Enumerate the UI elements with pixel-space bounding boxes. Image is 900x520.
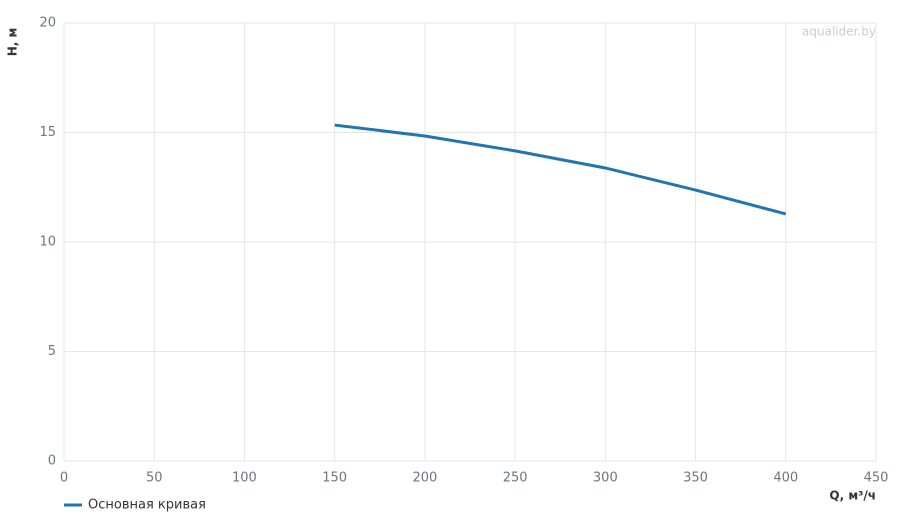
x-tick-label: 0 [60, 471, 68, 486]
line-series [334, 123, 787, 216]
y-tick-label: 10 [39, 235, 56, 250]
x-tick-label: 150 [322, 471, 347, 486]
y-axis-label: H, м [6, 28, 20, 57]
watermark: aqualider.by [802, 25, 876, 39]
x-tick-label: 100 [232, 471, 257, 486]
x-tick-label: 300 [593, 471, 618, 486]
y-tick-label: 5 [48, 344, 56, 359]
y-tick-label: 15 [39, 125, 56, 140]
x-tick-label: 200 [412, 471, 437, 486]
x-axis-label: Q, м³/ч [829, 489, 876, 503]
x-tick-label: 400 [773, 471, 798, 486]
x-tick-label: 450 [864, 471, 889, 486]
x-tick-label: 250 [503, 471, 528, 486]
y-tick-label: 20 [39, 16, 56, 31]
x-tick-label: 50 [146, 471, 163, 486]
x-tick-label: 350 [683, 471, 708, 486]
legend-label: Основная кривая [88, 498, 206, 513]
y-tick-label: 0 [48, 454, 56, 469]
